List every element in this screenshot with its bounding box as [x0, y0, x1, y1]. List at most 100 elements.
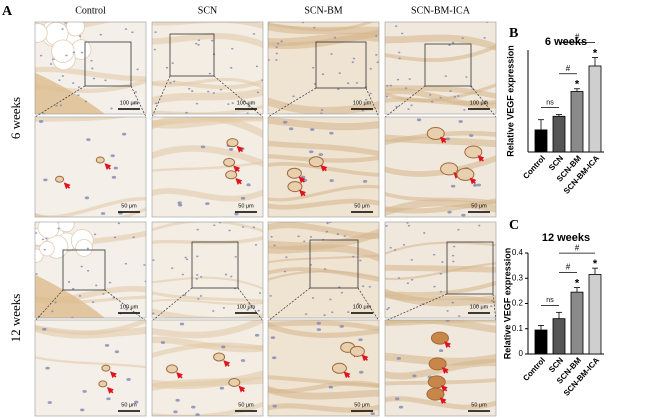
tissue-streak [268, 32, 379, 47]
nucleus [483, 37, 486, 39]
nucleus [185, 111, 188, 114]
nucleus [313, 26, 316, 29]
nucleus [412, 374, 417, 378]
zoom-line [151, 75, 171, 118]
significance-marker: * [575, 277, 580, 289]
micrograph-border [151, 221, 264, 319]
tissue-streak [385, 359, 496, 380]
micrograph-border [34, 21, 147, 115]
panel-label: A [2, 4, 13, 19]
adipocyte [51, 39, 75, 63]
arrow [469, 177, 477, 185]
nucleus [86, 247, 90, 250]
bar [552, 115, 566, 153]
tissue-streak [385, 134, 496, 148]
nucleus [297, 235, 300, 238]
nucleus [273, 244, 276, 247]
nucleus [132, 236, 135, 239]
nucleus [329, 131, 334, 135]
zoom-line [384, 293, 448, 322]
nucleus [52, 58, 55, 61]
nucleus [207, 90, 210, 93]
scale-label: 100 μm [353, 100, 372, 106]
nucleus [177, 201, 182, 205]
nucleus [185, 258, 189, 261]
comparison-label: ns [546, 297, 554, 304]
nucleus [41, 238, 45, 241]
vessel [55, 175, 65, 183]
tissue-streak [268, 140, 379, 157]
nucleus [113, 166, 119, 170]
vessel [101, 364, 111, 372]
nucleus [195, 273, 199, 276]
nucleus [490, 305, 493, 308]
zoom-line [384, 85, 426, 118]
micrograph: 50 μm [151, 116, 264, 218]
comparison-label: # [566, 64, 571, 73]
nucleus [219, 386, 225, 390]
nucleus [461, 37, 464, 40]
tissue-streak [385, 34, 496, 51]
micrograph: 100 μm [384, 221, 497, 319]
nucleus [346, 82, 350, 85]
micrograph-content [35, 320, 146, 416]
nucleus [451, 301, 455, 304]
nucleus [154, 102, 158, 105]
nucleus [311, 66, 315, 69]
nucleus [347, 311, 350, 313]
nucleus [385, 95, 388, 98]
nucleus [433, 285, 436, 288]
nucleus [283, 270, 287, 273]
nucleus [268, 59, 270, 61]
nucleus [463, 108, 466, 111]
nucleus [282, 120, 288, 124]
nucleus [416, 118, 422, 122]
nucleus [108, 281, 112, 284]
adipocyte [75, 239, 93, 257]
tissue-streak [152, 77, 263, 90]
micrograph-border [267, 221, 380, 319]
vessel [430, 331, 449, 345]
nucleus [57, 227, 60, 230]
nucleus [395, 105, 398, 108]
adipocyte [37, 222, 60, 239]
nucleus [269, 295, 272, 297]
nucleus [231, 47, 234, 50]
nucleus [86, 138, 91, 142]
nucleus [351, 61, 354, 64]
nucleus [275, 46, 278, 48]
micrograph-border [34, 116, 147, 218]
nucleus [361, 109, 365, 112]
micrograph-border [34, 221, 147, 319]
bar [570, 291, 584, 355]
nucleus [398, 57, 401, 60]
nucleus [91, 67, 94, 70]
nucleus [181, 273, 185, 276]
micrograph: 100 μm [34, 221, 147, 319]
nucleus [126, 378, 131, 381]
micrograph-content [152, 117, 263, 217]
tissue-streak [268, 254, 379, 264]
vessel [95, 156, 105, 164]
scale-label: 50 μm [471, 402, 487, 408]
nucleus [432, 253, 436, 256]
significance-marker: * [593, 258, 598, 270]
arrow [223, 360, 231, 368]
nucleus [272, 404, 277, 408]
nucleus [104, 343, 110, 347]
chart-title: 12 weeks [542, 232, 590, 244]
micrograph: 100 μm [384, 21, 497, 115]
nucleus [359, 259, 362, 262]
nucleus [124, 28, 128, 31]
nucleus [407, 224, 411, 227]
nucleus [428, 93, 432, 96]
column-header: SCN-BM-ICA [411, 5, 471, 16]
tissue-streak [152, 117, 263, 129]
nucleus [255, 65, 259, 68]
nucleus [402, 243, 406, 246]
nucleus [112, 297, 115, 299]
inset-box [424, 43, 472, 87]
tissue-streak [268, 222, 379, 240]
tissue-streak [152, 222, 263, 233]
